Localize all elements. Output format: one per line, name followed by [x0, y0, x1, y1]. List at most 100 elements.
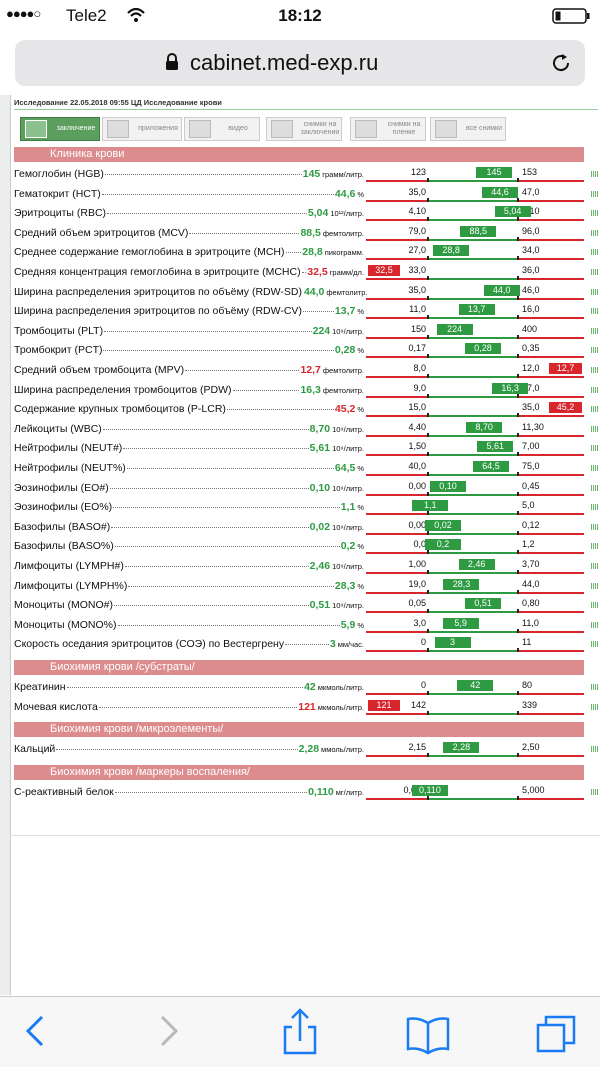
tabs-button[interactable]: [536, 1015, 576, 1053]
bookmarks-button[interactable]: [406, 1017, 450, 1055]
test-unit: пикограмм.: [324, 248, 364, 258]
low-limit: 4,40: [408, 421, 426, 432]
leader: [123, 448, 309, 450]
carrier: Tele2: [66, 6, 107, 25]
low-tick: [427, 178, 429, 182]
test-value: 3: [329, 638, 336, 651]
range-below: [366, 219, 428, 222]
range-below: [366, 356, 428, 359]
result-row: Тромбокрит (PCT) 0,28%: [14, 344, 364, 356]
low-tick: [427, 753, 429, 758]
low-limit: 0,00: [408, 480, 426, 491]
tab-label: снимки на пленке: [387, 121, 421, 136]
tab-label: все снимки: [465, 125, 503, 132]
section-title: Биохимия крови /субстраты/: [50, 661, 195, 673]
tab-icon: [271, 120, 293, 138]
side-strip: [0, 95, 11, 995]
high-limit: 0,45: [522, 480, 540, 491]
low-limit: 79,0: [408, 225, 426, 236]
test-unit: %: [357, 464, 364, 473]
range-above: [518, 755, 584, 758]
test-name: Среднее содержание гемоглобина в эритроц…: [14, 246, 285, 259]
value-marker: 16,3: [492, 382, 529, 394]
range-above: [518, 199, 584, 202]
tab[interactable]: заключение: [20, 117, 100, 141]
chart-icon: [591, 288, 599, 295]
test-unit: %: [357, 307, 364, 317]
leader: [128, 585, 334, 587]
test-value: 12,7: [300, 364, 321, 376]
tab-label: приложения: [138, 125, 178, 132]
result-row: Лейкоциты (WBC) 8,70 10⁹/литр.: [14, 423, 364, 435]
tab[interactable]: снимки на пленке: [350, 117, 426, 141]
test-unit: фемтолитр.: [322, 385, 364, 395]
test-value: 45,2: [334, 403, 356, 416]
test-name: Содержание крупных тромбоцитов (P-LCR): [14, 403, 226, 416]
back-button[interactable]: [25, 1015, 44, 1047]
range-normal: [428, 474, 518, 476]
low-tick: [427, 511, 429, 516]
result-row: Нейтрофилы (NEUT#) 5,61 10⁹/литр.: [14, 442, 364, 454]
test-name: Моноциты (MONO%): [14, 618, 117, 631]
section-header: Биохимия крови /субстраты/: [14, 660, 584, 675]
range-normal: [428, 630, 518, 633]
range-above: [518, 650, 584, 653]
address-bar[interactable]: cabinet.med-exp.ru: [15, 40, 585, 86]
range-normal: [428, 180, 518, 182]
test-value: 64,5: [334, 462, 356, 474]
value-marker: 45,2: [549, 402, 582, 414]
chart-icon: [591, 602, 599, 609]
chart-icon: [591, 210, 599, 217]
forward-button[interactable]: [160, 1015, 179, 1047]
chart-icon: [591, 465, 599, 471]
low-limit: 8,0: [413, 363, 426, 373]
range-above: [518, 532, 584, 535]
test-value: 28,3: [334, 579, 356, 592]
high-tick: [517, 530, 519, 535]
low-tick: [427, 432, 429, 437]
leader: [103, 350, 334, 352]
result-row: Базофилы (BASO#) 0,02 10⁹/литр.: [14, 521, 364, 533]
high-limit: 11,0: [522, 617, 539, 628]
leader: [101, 193, 334, 195]
tab[interactable]: приложения: [102, 117, 182, 141]
leader: [126, 468, 334, 469]
high-tick: [517, 628, 519, 633]
high-tick: [517, 452, 519, 457]
result-row: Моноциты (MONO#) 0,51 10⁹/литр.: [14, 599, 364, 611]
range-below: [366, 434, 428, 437]
test-value: 16,3: [300, 383, 321, 396]
high-limit: 44,0: [522, 578, 540, 589]
result-row: Средний объем эритроцитов (MCV) 88,5 фемто…: [14, 227, 364, 239]
tab-icon: [435, 120, 457, 138]
high-tick: [517, 217, 519, 222]
test-name: Базофилы (BASO%): [14, 540, 114, 553]
tab[interactable]: видео: [184, 117, 260, 141]
value-marker: 42: [457, 680, 494, 691]
leader: [104, 330, 312, 332]
tab[interactable]: все снимки: [430, 117, 506, 141]
value-marker: 0,2: [425, 539, 461, 551]
test-unit: %: [357, 346, 364, 356]
low-limit: 0,00: [408, 519, 426, 530]
range-normal: [428, 356, 518, 359]
range-normal: [428, 591, 518, 594]
chart-icon: [591, 406, 599, 413]
range-above: [518, 693, 584, 695]
low-tick: [427, 354, 429, 359]
test-value: 2,28: [298, 743, 320, 756]
value-marker: 5,9: [442, 617, 479, 629]
test-unit: фемтолитр.: [322, 366, 364, 375]
study-header: Исследование 22.05.2018 09:55 ЦД Исследо…: [14, 98, 222, 107]
section-title: Биохимия крови /маркеры воспаления/: [50, 765, 250, 778]
share-button[interactable]: [283, 1008, 317, 1055]
high-tick: [517, 550, 519, 555]
test-unit: 10⁹/литр.: [332, 326, 364, 336]
low-limit: 0: [420, 680, 426, 690]
chart-icon: [591, 425, 599, 432]
reload-button[interactable]: [549, 51, 573, 75]
test-name: Средняя концентрация гемоглобина в эритр…: [14, 266, 301, 278]
high-limit: 36,0: [522, 265, 540, 275]
tab[interactable]: снимки на заключении: [266, 117, 342, 141]
high-limit: 12,0: [522, 363, 540, 373]
